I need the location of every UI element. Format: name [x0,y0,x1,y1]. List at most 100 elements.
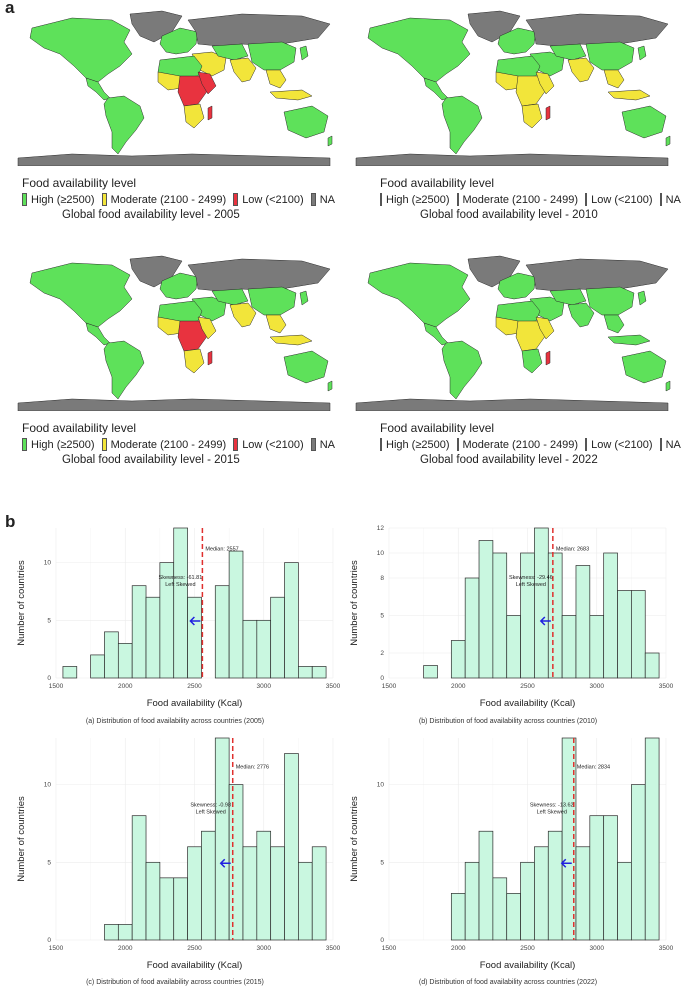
map-panel-2015: Food availability level High (≥2500) Mod… [12,253,342,466]
x-axis-title: Food availability (Kcal) [147,960,243,971]
skewness-label: Skewness: -29.46 [509,575,553,581]
skewness-label: Skewness: -13.62 [530,803,574,809]
region-china [247,41,297,71]
legend-swatch-moderate [456,438,459,451]
skewness-label: Skewness: -0.98 [190,803,231,809]
histogram-bar [284,562,299,679]
histogram-bar [284,753,299,941]
x-tick-label: 2000 [118,945,133,952]
world-map-2022 [355,255,671,411]
region-west-africa [157,71,183,91]
region-west-africa [495,71,521,91]
histogram-bar [561,737,577,941]
region-south-asia [229,57,257,83]
legend-label-high: High (≥2500) [31,438,95,451]
region-central-asia [211,288,249,306]
histogram-bar [450,893,466,941]
legend-label-high: High (≥2500) [31,193,95,206]
legend-label-low: Low (<2100) [591,193,653,206]
histogram-bar [228,550,244,679]
region-central-america [85,322,111,346]
histogram-bar [228,784,244,941]
skew-type-label: Left Skewed [516,582,546,588]
y-tick-label: 0 [47,937,51,944]
legend-title: Food availability level [380,421,495,435]
region-east-africa [535,316,555,340]
median-label: Median: 2557 [205,547,238,553]
y-axis-title: Number of countries [16,796,27,882]
skew-type-label: Left Skewed [537,810,567,816]
legend-swatch-low [233,193,239,206]
region-indonesia [269,89,313,101]
histogram-bar [603,552,618,679]
region-north-america [29,262,133,328]
histogram-bar [256,619,272,679]
legend-swatch-na [659,193,662,206]
legend-items: High (≥2500) Moderate (2100 - 2499) Low … [380,438,681,451]
histogram-bar [256,830,272,941]
y-tick-label: 2 [380,650,384,657]
map-panel-2010: Food availability level High (≥2500) Mod… [350,8,681,221]
x-tick-label: 1500 [382,683,397,690]
region-europe [497,27,537,55]
histogram-bar [311,666,327,679]
legend-swatch-low [233,438,239,451]
region-west-africa [495,316,521,336]
histogram-bar [214,737,230,941]
region-china [247,286,297,316]
legend-swatch-moderate [456,193,459,206]
legend-swatch-na [659,438,662,451]
region-west-africa [157,316,183,336]
region-central-america [423,322,449,346]
histogram-bar [478,830,494,941]
region-antarctica [17,153,331,166]
legend-items: High (≥2500) Moderate (2100 - 2499) Low … [380,193,681,206]
x-tick-label: 2500 [520,945,535,952]
histogram-bar [575,846,591,941]
region-japan [299,290,309,306]
histogram-bar [534,527,549,679]
region-south-asia [567,302,595,328]
histogram-bar [145,596,161,679]
legend-swatch-high [380,193,382,206]
histogram-bar [311,846,327,941]
x-tick-label: 1500 [49,683,64,690]
map-legend: Food availability level High (≥2500) Mod… [380,176,681,221]
y-tick-label: 10 [377,550,385,557]
region-southeast-asia [265,314,287,334]
region-central-asia [549,43,587,61]
legend-swatch-na [310,438,316,451]
region-south-america [103,95,145,155]
region-japan [637,290,647,306]
region-north-america [367,262,471,328]
panel-label-b: b [5,512,16,531]
x-tick-label: 3500 [326,945,341,952]
histogram-bar [201,830,216,941]
region-australia [621,350,667,384]
histogram-bar [464,861,480,941]
region-southeast-asia [603,314,625,334]
world-map-2005 [17,10,333,166]
region-southern-africa [183,103,205,129]
histogram-bar [506,893,521,941]
legend-label-na: NA [319,438,335,451]
region-central-america [423,77,449,101]
region-indonesia [607,89,651,101]
x-axis-title: Food availability (Kcal) [480,698,576,709]
x-tick-label: 3000 [257,683,272,690]
x-tick-label: 1500 [49,945,64,952]
region-north-america [29,17,133,83]
map-caption: Global food availability level - 2005 [62,209,240,221]
y-tick-label: 5 [380,613,384,620]
histogram-bar [589,815,605,941]
histogram-bar [214,585,230,679]
region-china [585,286,635,316]
y-tick-label: 5 [47,859,51,866]
map-caption: Global food availability level - 2015 [62,454,240,466]
region-russia [187,13,331,47]
region-russia [525,13,669,47]
legend-swatch-high [22,438,28,451]
y-axis-title: Number of countries [16,560,27,646]
histogram-bar [603,815,618,941]
x-tick-label: 3500 [659,683,674,690]
